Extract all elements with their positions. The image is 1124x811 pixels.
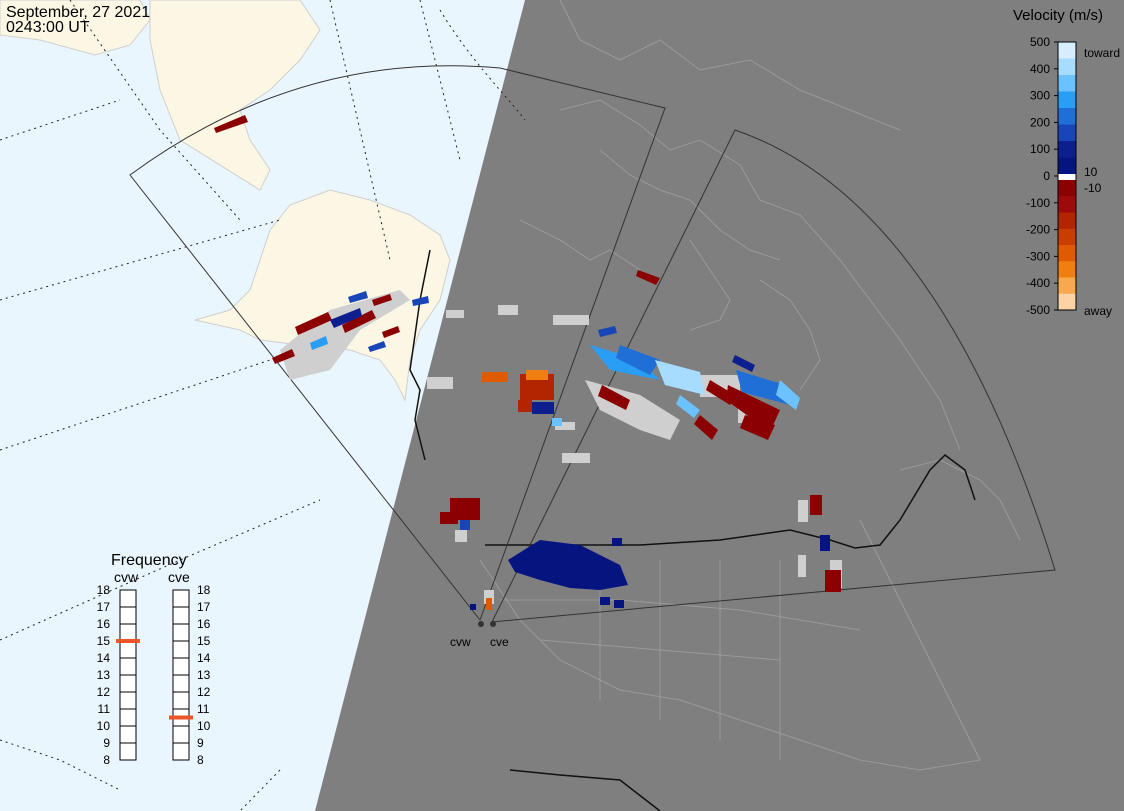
frequency-tick-label: 15 bbox=[197, 634, 211, 648]
colorbar-toward-label: toward bbox=[1084, 46, 1120, 60]
frequency-tick-label: 17 bbox=[197, 600, 211, 614]
country-borders bbox=[409, 249, 976, 811]
frequency-tick-label: 12 bbox=[97, 685, 111, 699]
colorbar-tick-label: -300 bbox=[1026, 249, 1050, 263]
colorbar-inner-tick-label: 10 bbox=[1084, 165, 1098, 179]
colorbar-swatch-toward bbox=[1058, 157, 1076, 175]
colorbar-tick-label: 100 bbox=[1030, 142, 1050, 156]
frequency-tick-label: 11 bbox=[98, 702, 111, 716]
frequency-radar-cve: cve bbox=[168, 569, 190, 585]
frequency-tick-label: 12 bbox=[197, 685, 211, 699]
colorbar-swatches bbox=[1057, 41, 1077, 311]
colorbar-swatch-away bbox=[1058, 261, 1076, 278]
frequency-tick-label: 16 bbox=[97, 617, 111, 631]
frequency-tick-label: 9 bbox=[103, 736, 110, 750]
colorbar-title: Velocity (m/s) bbox=[1013, 7, 1103, 24]
colorbar-swatch-away bbox=[1058, 245, 1076, 262]
frequency-tick-label: 9 bbox=[197, 736, 204, 750]
time-label: 0243:00 UT bbox=[6, 19, 90, 36]
colorbar-swatch-toward bbox=[1058, 108, 1076, 125]
frequency-title: Frequency bbox=[111, 552, 187, 569]
colorbar-swatch-away bbox=[1058, 277, 1076, 295]
velocity-colorbar: Velocity (m/s) 500 400 300 200 100 0 -100 -200 -… bbox=[1013, 7, 1120, 318]
site-label-cve: cve bbox=[490, 635, 509, 649]
colorbar-inner-tick-label: -10 bbox=[1084, 181, 1102, 195]
colorbar-tick-label: 500 bbox=[1030, 35, 1050, 49]
colorbar-swatch-toward bbox=[1058, 42, 1076, 59]
frequency-tick-label: 15 bbox=[97, 634, 111, 648]
colorbar-swatch-toward bbox=[1058, 91, 1076, 109]
frequency-tick-label: 11 bbox=[197, 702, 210, 716]
colorbar-away-label: away bbox=[1084, 304, 1112, 318]
colorbar-tick-label: -400 bbox=[1026, 276, 1050, 290]
colorbar-tick-label: 0 bbox=[1043, 169, 1050, 183]
colorbar-tick-label: 400 bbox=[1030, 62, 1050, 76]
colorbar-tick-label: 200 bbox=[1030, 115, 1050, 129]
colorbar-swatch-toward bbox=[1058, 141, 1076, 158]
graticule bbox=[0, 0, 526, 811]
colorbar-tick-label: -500 bbox=[1026, 303, 1050, 317]
colorbar-swatch-away bbox=[1058, 293, 1076, 311]
frequency-tick-label: 14 bbox=[97, 651, 111, 665]
colorbar-swatch-away bbox=[1058, 228, 1076, 246]
frequency-tick-label: 16 bbox=[197, 617, 211, 631]
velocity-away bbox=[214, 115, 841, 610]
frequency-tick-label: 18 bbox=[97, 583, 111, 597]
site-cvw-marker bbox=[478, 621, 484, 627]
frequency-tick-label: 13 bbox=[97, 668, 111, 682]
frequency-tick-label: 10 bbox=[97, 719, 111, 733]
frequency-radar-cvw: cvw bbox=[114, 569, 139, 585]
colorbar-swatch-toward bbox=[1058, 58, 1076, 76]
frequency-marker-cvw bbox=[116, 639, 140, 643]
colorbar-tick-label: 300 bbox=[1030, 89, 1050, 103]
colorbar-swatch-zero bbox=[1058, 174, 1076, 180]
radar-sites: cvw cve bbox=[450, 621, 509, 649]
frequency-tick-label: 8 bbox=[103, 753, 110, 767]
daylight-land bbox=[0, 0, 451, 402]
frequency-tick-label: 17 bbox=[97, 600, 111, 614]
colorbar-swatch-toward bbox=[1058, 124, 1076, 142]
radar-fov bbox=[129, 65, 1056, 623]
night-terminator bbox=[315, 0, 1124, 811]
frequency-scales: 18 17 16 15 14 13 12 11 10 9 8 18 17 16 15 14 13 12 11 10 9 8 bbox=[97, 583, 211, 767]
colorbar-swatch-away bbox=[1058, 180, 1076, 197]
frequency-tick-label: 18 bbox=[197, 583, 211, 597]
frequency-panel: Frequency cvw cve 1817161514131211109818… bbox=[97, 552, 211, 767]
colorbar-swatch-away bbox=[1058, 196, 1076, 213]
colorbar-swatch-away bbox=[1058, 212, 1076, 230]
frequency-tick-label: 10 bbox=[197, 719, 211, 733]
site-cve-marker bbox=[490, 621, 496, 627]
frequency-marker-cve bbox=[169, 715, 193, 720]
frequency-tick-label: 8 bbox=[197, 753, 204, 767]
site-label-cvw: cvw bbox=[450, 635, 471, 649]
colorbar-tick-label: -200 bbox=[1026, 223, 1050, 237]
velocity-toward bbox=[310, 291, 830, 610]
frequency-tick-label: 13 bbox=[197, 668, 211, 682]
colorbar-ticks: 500 400 300 200 100 0 -100 -200 -300 -400 -500 10 -1… bbox=[1026, 35, 1102, 317]
colorbar-swatch-toward bbox=[1058, 75, 1076, 92]
colorbar-tick-label: -100 bbox=[1026, 196, 1050, 210]
date-label: September, 27 2021 bbox=[6, 4, 150, 21]
frequency-tick-label: 14 bbox=[197, 651, 211, 665]
night-coastlines bbox=[479, 0, 1021, 771]
